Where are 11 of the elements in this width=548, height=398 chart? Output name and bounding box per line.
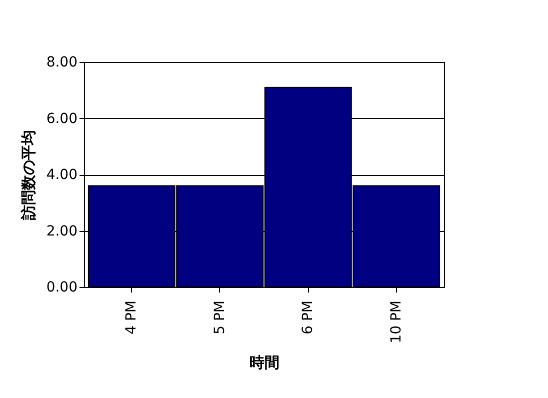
y-axis-title: 訪問数の平均 [19,130,38,221]
x-tick-label: 10 PM [388,300,404,344]
x-axis-title: 時間 [250,353,280,372]
x-tick-label: 6 PM [300,300,316,334]
y-tick-label: 4.00 [46,167,78,183]
y-tick-label: 8.00 [46,54,78,70]
y-tick-label: 0.00 [46,280,78,296]
x-tick-label: 5 PM [212,300,228,334]
x-tick-label: 4 PM [124,300,140,334]
y-tick-label: 2.00 [46,223,78,240]
y-tick-label: 6.00 [46,110,78,127]
